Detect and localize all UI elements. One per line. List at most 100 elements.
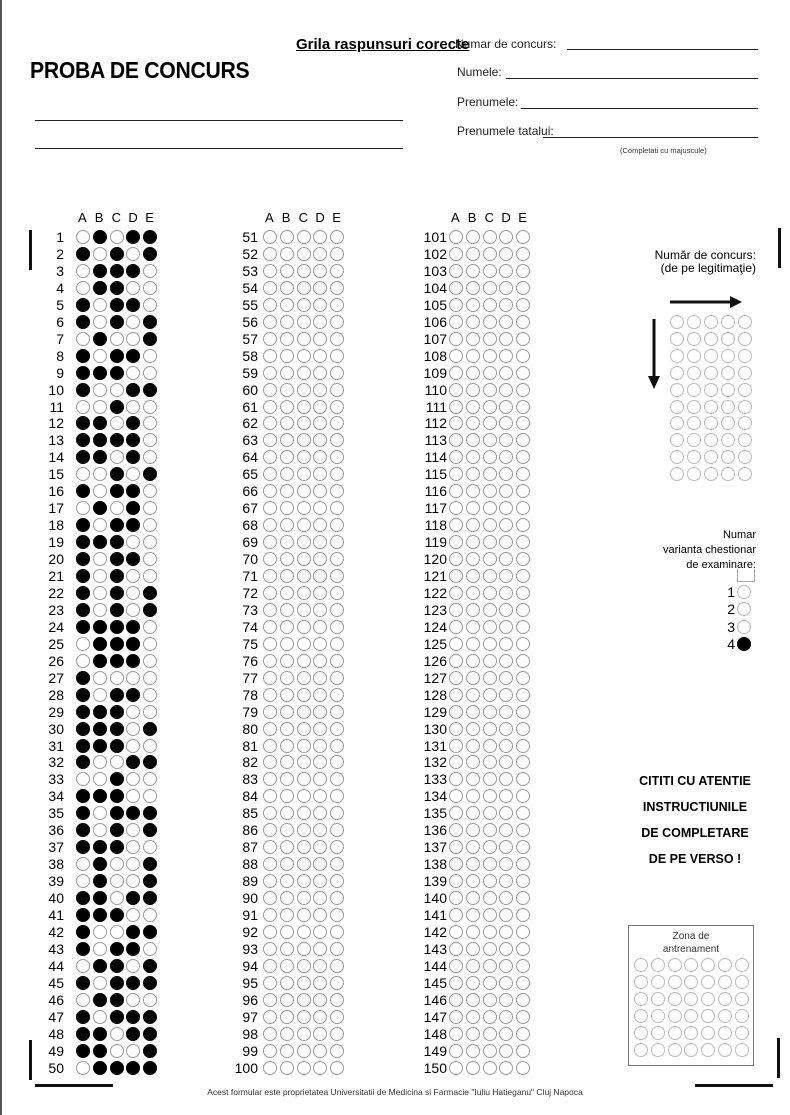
answer-bubble-7-a[interactable] xyxy=(76,331,90,346)
answer-bubble-103-d[interactable] xyxy=(499,263,514,278)
answer-bubble-123-a[interactable] xyxy=(449,602,463,617)
answer-bubble-24-e[interactable] xyxy=(143,619,158,634)
answer-bubble-116-c[interactable] xyxy=(482,484,497,499)
training-bubble[interactable] xyxy=(650,992,665,1006)
answer-bubble-81-e[interactable] xyxy=(330,738,345,753)
answer-bubble-14-e[interactable] xyxy=(143,450,158,465)
answer-bubble-34-b[interactable] xyxy=(92,789,107,804)
answer-bubble-76-c[interactable] xyxy=(296,653,311,668)
answer-bubble-133-c[interactable] xyxy=(482,772,497,787)
answer-bubble-22-b[interactable] xyxy=(92,585,107,600)
answer-bubble-85-e[interactable] xyxy=(330,806,345,821)
answer-bubble-52-e[interactable] xyxy=(330,246,345,261)
answer-bubble-100-d[interactable] xyxy=(313,1060,328,1075)
answer-bubble-113-a[interactable] xyxy=(449,433,463,448)
answer-bubble-138-d[interactable] xyxy=(499,857,514,872)
answer-bubble-149-d[interactable] xyxy=(499,1043,514,1058)
answer-bubble-48-e[interactable] xyxy=(143,1026,158,1041)
answer-bubble-122-c[interactable] xyxy=(482,585,497,600)
answer-bubble-150-b[interactable] xyxy=(465,1060,480,1075)
answer-bubble-77-a[interactable] xyxy=(263,670,277,685)
training-bubble[interactable] xyxy=(718,1009,732,1023)
answer-bubble-85-c[interactable] xyxy=(296,806,311,821)
answer-bubble-53-b[interactable] xyxy=(279,263,294,278)
answer-bubble-39-c[interactable] xyxy=(109,874,124,889)
answer-bubble-102-b[interactable] xyxy=(465,246,480,261)
exam-number-bubble[interactable] xyxy=(704,365,718,380)
answer-bubble-45-a[interactable] xyxy=(76,975,90,990)
answer-bubble-117-b[interactable] xyxy=(465,501,480,516)
answer-bubble-93-c[interactable] xyxy=(296,941,311,956)
answer-bubble-77-c[interactable] xyxy=(296,670,311,685)
answer-bubble-68-b[interactable] xyxy=(279,518,294,533)
answer-bubble-136-d[interactable] xyxy=(499,823,514,838)
answer-bubble-136-a[interactable] xyxy=(449,823,463,838)
answer-bubble-114-a[interactable] xyxy=(449,450,463,465)
answer-bubble-70-b[interactable] xyxy=(279,552,294,567)
answer-bubble-40-d[interactable] xyxy=(126,891,141,906)
answer-bubble-133-e[interactable] xyxy=(516,772,531,787)
training-bubble[interactable] xyxy=(701,975,716,989)
training-bubble[interactable] xyxy=(684,975,699,989)
answer-bubble-29-e[interactable] xyxy=(143,704,158,719)
answer-bubble-121-e[interactable] xyxy=(516,569,531,583)
answer-bubble-73-a[interactable] xyxy=(263,602,277,617)
answer-bubble-118-b[interactable] xyxy=(465,518,480,533)
answer-bubble-134-a[interactable] xyxy=(449,789,463,804)
answer-bubble-102-c[interactable] xyxy=(482,246,497,261)
answer-bubble-74-b[interactable] xyxy=(279,619,294,634)
answer-bubble-146-a[interactable] xyxy=(449,992,463,1007)
answer-bubble-85-b[interactable] xyxy=(279,806,294,821)
answer-bubble-104-c[interactable] xyxy=(482,280,497,295)
answer-bubble-122-a[interactable] xyxy=(449,585,463,600)
answer-bubble-119-c[interactable] xyxy=(482,535,497,550)
answer-bubble-80-a[interactable] xyxy=(263,721,277,736)
answer-bubble-106-d[interactable] xyxy=(499,314,514,329)
answer-bubble-121-c[interactable] xyxy=(482,569,497,583)
answer-bubble-106-e[interactable] xyxy=(516,314,531,329)
answer-bubble-39-e[interactable] xyxy=(143,874,158,889)
answer-bubble-34-d[interactable] xyxy=(126,789,141,804)
answer-bubble-74-e[interactable] xyxy=(330,619,345,634)
answer-bubble-125-d[interactable] xyxy=(499,636,514,651)
answer-bubble-60-d[interactable] xyxy=(313,382,328,397)
answer-bubble-67-c[interactable] xyxy=(296,501,311,516)
answer-bubble-65-c[interactable] xyxy=(296,467,311,482)
answer-bubble-108-a[interactable] xyxy=(449,348,463,363)
answer-bubble-116-e[interactable] xyxy=(516,484,531,499)
answer-bubble-90-e[interactable] xyxy=(330,891,345,906)
answer-bubble-67-b[interactable] xyxy=(279,501,294,516)
answer-bubble-16-e[interactable] xyxy=(143,484,158,499)
answer-bubble-17-a[interactable] xyxy=(76,501,90,516)
answer-bubble-43-b[interactable] xyxy=(92,941,107,956)
answer-bubble-100-b[interactable] xyxy=(279,1060,294,1075)
answer-bubble-68-e[interactable] xyxy=(330,518,345,533)
answer-bubble-145-b[interactable] xyxy=(465,975,480,990)
answer-bubble-65-e[interactable] xyxy=(330,467,345,482)
answer-bubble-2-e[interactable] xyxy=(143,246,158,261)
answer-bubble-85-a[interactable] xyxy=(263,806,277,821)
answer-bubble-96-e[interactable] xyxy=(330,992,345,1007)
answer-bubble-35-b[interactable] xyxy=(92,806,107,821)
answer-bubble-24-d[interactable] xyxy=(126,619,141,634)
answer-bubble-64-a[interactable] xyxy=(263,450,277,465)
answer-bubble-59-a[interactable] xyxy=(263,365,277,380)
answer-bubble-116-b[interactable] xyxy=(465,484,480,499)
answer-bubble-56-d[interactable] xyxy=(313,314,328,329)
answer-bubble-32-c[interactable] xyxy=(109,755,124,770)
answer-bubble-123-d[interactable] xyxy=(499,602,514,617)
answer-bubble-99-c[interactable] xyxy=(296,1043,311,1058)
answer-bubble-83-d[interactable] xyxy=(313,772,328,787)
answer-bubble-96-b[interactable] xyxy=(279,992,294,1007)
answer-bubble-21-d[interactable] xyxy=(126,569,141,583)
answer-bubble-11-d[interactable] xyxy=(126,399,141,414)
answer-bubble-47-d[interactable] xyxy=(126,1009,141,1024)
answer-bubble-150-e[interactable] xyxy=(516,1060,531,1075)
answer-bubble-126-e[interactable] xyxy=(516,653,531,668)
answer-bubble-12-c[interactable] xyxy=(109,416,124,431)
training-bubble[interactable] xyxy=(634,992,648,1006)
answer-bubble-136-e[interactable] xyxy=(516,823,531,838)
answer-bubble-46-e[interactable] xyxy=(143,992,158,1007)
answer-bubble-48-d[interactable] xyxy=(126,1026,141,1041)
answer-bubble-80-d[interactable] xyxy=(313,721,328,736)
